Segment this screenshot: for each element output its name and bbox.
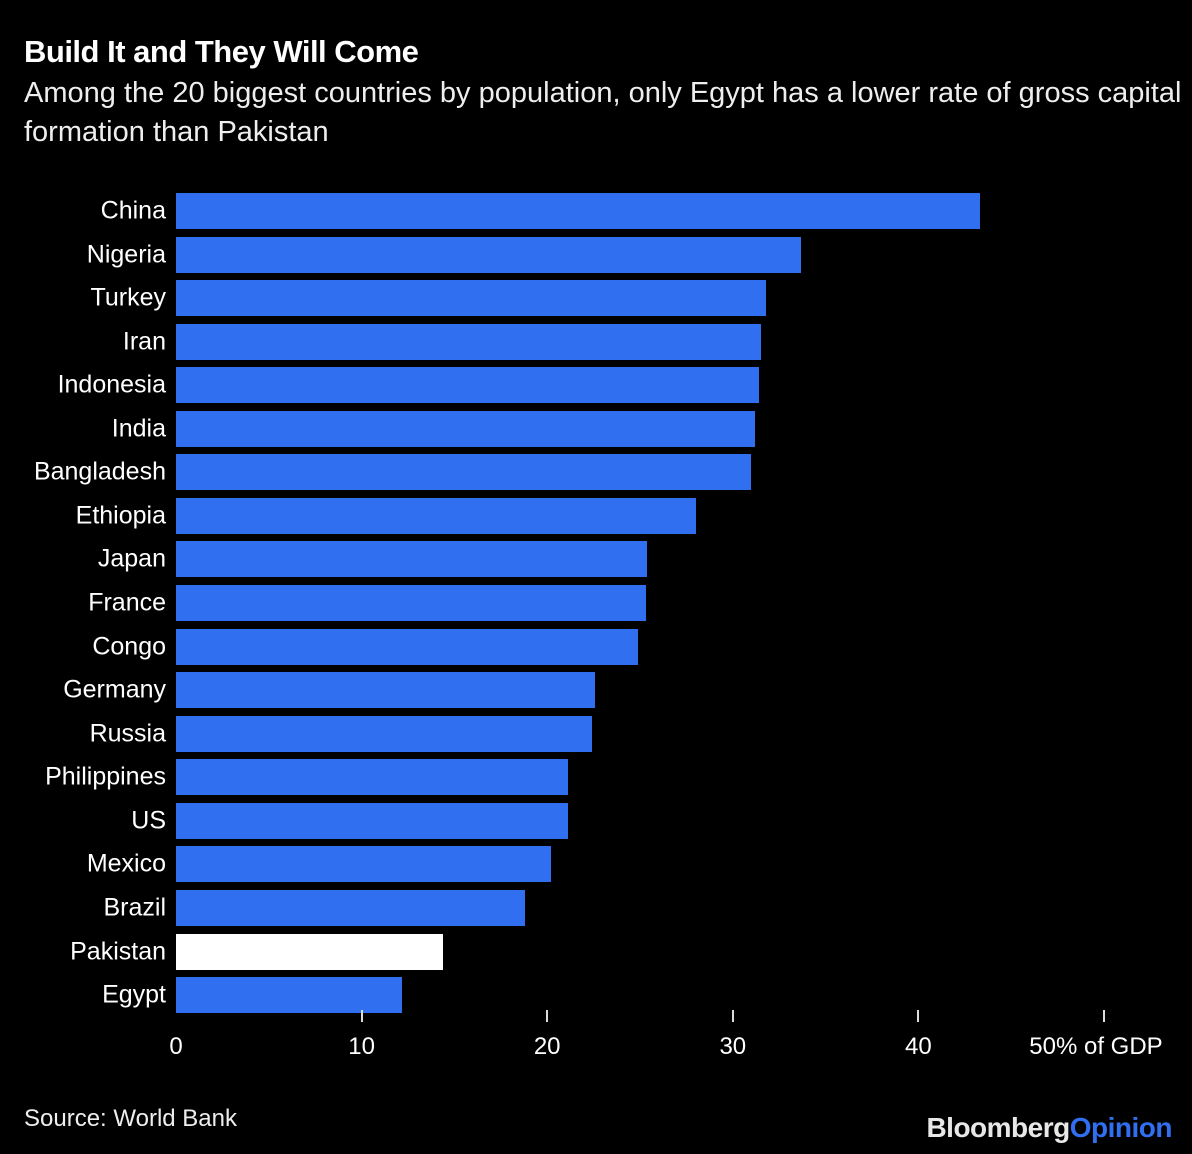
bar-france [176, 585, 646, 622]
bar-turkey [176, 280, 767, 317]
bar-egypt [176, 977, 403, 1014]
category-label: Turkey [90, 283, 166, 312]
category-label: China [100, 196, 166, 225]
category-label: Congo [92, 632, 166, 661]
bar-congo [176, 628, 639, 665]
category-label: Japan [97, 544, 166, 573]
bar-iran [176, 323, 761, 360]
logo-section: Opinion [1069, 1112, 1173, 1143]
source-note: Source: World Bank [24, 1105, 237, 1132]
x-tick-label: 20 [533, 1033, 561, 1060]
bloomberg-opinion-logo: BloombergOpinion [926, 1112, 1172, 1144]
bar-china [176, 193, 980, 229]
category-label: India [111, 414, 166, 443]
bar-philippines [176, 759, 568, 796]
category-label: Nigeria [86, 240, 166, 269]
bar-ethiopia [176, 497, 696, 534]
logo-brand: Bloomberg [926, 1112, 1070, 1143]
category-label: Philippines [45, 762, 166, 791]
x-tick [360, 1010, 363, 1022]
bar-japan [176, 541, 648, 578]
bar-nigeria [176, 236, 802, 273]
x-tick-label: 40 [905, 1033, 932, 1060]
category-label: Ethiopia [75, 501, 166, 530]
bar-india [176, 410, 756, 447]
x-tick-label: 0 [169, 1033, 183, 1060]
category-label: US [131, 806, 166, 835]
x-tick-label: 50% of GDP [1029, 1033, 1163, 1060]
category-label: France [88, 588, 166, 617]
category-label: Mexico [86, 849, 166, 878]
x-tick [546, 1010, 549, 1022]
x-tick-label: 30 [719, 1033, 747, 1060]
x-tick [731, 1010, 734, 1022]
bar-pakistan [176, 933, 444, 970]
bar-indonesia [176, 367, 759, 404]
bar-russia [176, 715, 592, 752]
category-label: Indonesia [57, 370, 166, 399]
chart-subtitle: Among the 20 biggest countries by popula… [24, 77, 1182, 148]
x-tick [917, 1010, 920, 1022]
category-label: Brazil [103, 893, 166, 922]
category-label: Germany [63, 675, 166, 704]
bar-germany [176, 672, 596, 709]
bar-mexico [176, 846, 551, 883]
category-label: Russia [89, 719, 166, 748]
chart-title: Build It and They Will Come [24, 34, 419, 69]
category-label: Iran [122, 327, 166, 356]
bar-brazil [176, 889, 525, 926]
category-label: Egypt [102, 980, 166, 1009]
x-tick [1103, 1010, 1105, 1022]
bar-bangladesh [176, 454, 752, 491]
bar-us [176, 802, 568, 839]
category-label: Pakistan [70, 937, 166, 966]
x-tick-label: 10 [348, 1033, 375, 1060]
category-label: Bangladesh [33, 457, 166, 486]
